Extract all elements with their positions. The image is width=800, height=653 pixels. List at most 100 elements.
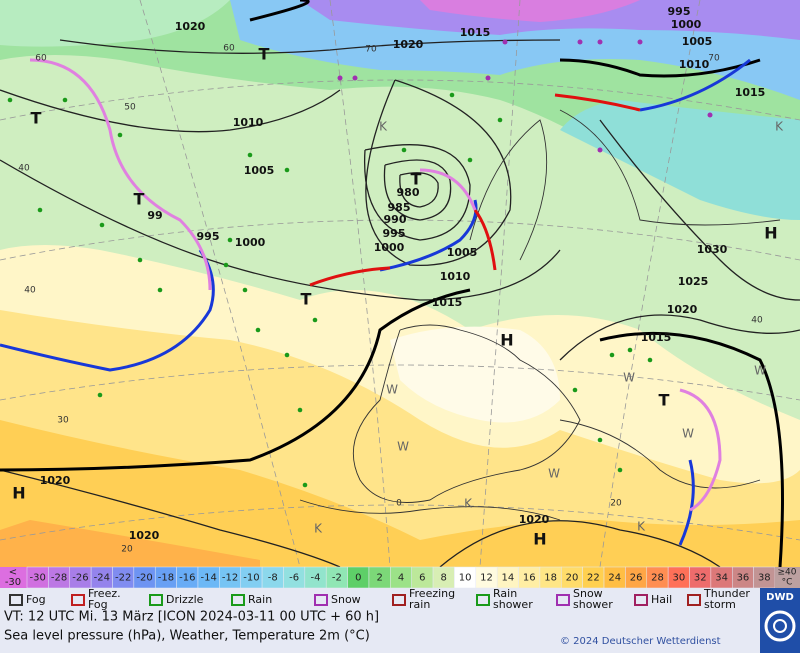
isobar-label: 985 (388, 201, 411, 214)
weather-legend: Fog Freez.Fog Drizzle Rain Snow FreezingrainR… (9, 587, 750, 611)
rain-symbol (312, 317, 318, 323)
colorbar-label: 26 (630, 573, 643, 584)
legend-icon (556, 594, 570, 606)
colorbar-label: 30 (672, 573, 685, 584)
rain-symbol (449, 92, 455, 98)
isobar-label: 1015 (432, 296, 463, 309)
legend-label: Snow (331, 593, 361, 606)
rain-symbol (284, 167, 290, 173)
isobar-label: 99 (147, 209, 162, 222)
snow-symbol (637, 39, 643, 45)
colorbar-low-label: -30 (5, 577, 21, 588)
isobar-label: 1010 (440, 270, 471, 283)
zone-label: K (637, 520, 646, 534)
dwd-logo: DWD (760, 588, 800, 653)
snow-symbol (352, 75, 358, 81)
isobar-label: 1020 (40, 474, 71, 487)
snow-symbol (485, 75, 491, 81)
isotherm-label: 70 (365, 45, 377, 55)
colorbar-label: 12 (480, 573, 493, 584)
legend-icon (71, 594, 85, 606)
isobar-label: 1000 (374, 241, 405, 254)
isotherm-label: 30 (57, 416, 69, 426)
colorbar-label: 28 (651, 573, 664, 584)
map: 1020102010159951000100510101015101010059… (0, 0, 800, 567)
isobar-label: 990 (384, 213, 407, 226)
isotherm-label: 40 (18, 164, 30, 174)
zone-label: W (548, 467, 560, 481)
rain-symbol (37, 207, 43, 213)
colorbar-label: -6 (289, 573, 299, 584)
isotherm-label: 60 (223, 44, 235, 54)
colorbar-low-label: < (9, 567, 17, 578)
isobar-label: 1030 (697, 243, 728, 256)
colorbar-label: 2 (376, 573, 382, 584)
isobar-label: 995 (668, 5, 691, 18)
colorbar-high-label: ≥40 (778, 568, 797, 578)
copyright: © 2024 Deutscher Wetterdienst (560, 636, 721, 647)
rain-symbol (137, 257, 143, 263)
rain-symbol (497, 117, 503, 123)
colorbar-label: -22 (115, 573, 131, 584)
colorbar-label: -4 (311, 573, 321, 584)
isobar-label: 1000 (671, 18, 702, 31)
rain-symbol (302, 482, 308, 488)
isobar-label: 1015 (735, 86, 766, 99)
colorbar-label: -2 (332, 573, 342, 584)
legend-icon (314, 594, 328, 606)
isobar-label: 1015 (641, 331, 672, 344)
legend-icon (149, 594, 163, 606)
rain-symbol (284, 352, 290, 358)
rain-symbol (7, 97, 13, 103)
isobar-label: 1005 (447, 246, 478, 259)
rain-symbol (467, 157, 473, 163)
colorbar-label: -28 (51, 573, 67, 584)
colorbar-label: 4 (398, 573, 404, 584)
legend-icon (687, 594, 701, 606)
snow-symbol (337, 75, 343, 81)
colorbar-label: 14 (501, 573, 514, 584)
legend-icon (392, 594, 406, 606)
rain-symbol (597, 437, 603, 443)
colorbar-label: 36 (737, 573, 750, 584)
colorbar: <-30 -30 -28 -26 -24 -22 -20 -18 -16 -14 -12 -10 -8-… (0, 566, 800, 589)
colorbar-cell (775, 567, 800, 588)
rain-symbol (157, 287, 163, 293)
colorbar-label: 22 (587, 573, 600, 584)
isotherm-label: 40 (751, 316, 763, 326)
colorbar-label: 8 (441, 573, 447, 584)
zone-label: W (682, 427, 694, 441)
legend-label: storm (704, 598, 736, 611)
isotherm-label: 20 (121, 545, 133, 555)
pressure-center: H (500, 331, 513, 350)
pressure-center: T (134, 190, 145, 209)
isobar-label: 1000 (235, 236, 266, 249)
zone-label: K (314, 522, 323, 536)
weather-symbols (7, 39, 713, 488)
zone-label: W (754, 364, 766, 378)
colorbar-label: 18 (544, 573, 557, 584)
rain-symbol (255, 327, 261, 333)
legend-label: Hail (651, 593, 672, 606)
rain-symbol (627, 347, 633, 353)
colorbar-label: 20 (566, 573, 579, 584)
pressure-center: T (411, 170, 422, 189)
legend-label: shower (573, 598, 613, 611)
map-labels: 1020102010159951000100510101015101010059… (12, 5, 784, 555)
legend-label: Freez. (88, 587, 121, 600)
rain-symbol (247, 152, 253, 158)
zone-label: K (379, 120, 388, 134)
isobar-label: 1025 (678, 275, 709, 288)
colorbar-cell (0, 567, 27, 588)
caption: Sea level pressure (hPa), Weather, Tempe… (4, 629, 370, 644)
legend-icon (9, 594, 23, 606)
colorbar-label: -20 (136, 573, 152, 584)
rain-symbol (99, 222, 105, 228)
colorbar-label: -30 (30, 573, 46, 584)
isobar-label: 995 (383, 227, 406, 240)
isobar-label: 1015 (460, 26, 491, 39)
isobar-label: 1005 (244, 164, 275, 177)
legend-icon (231, 594, 245, 606)
rain-symbol (117, 132, 123, 138)
